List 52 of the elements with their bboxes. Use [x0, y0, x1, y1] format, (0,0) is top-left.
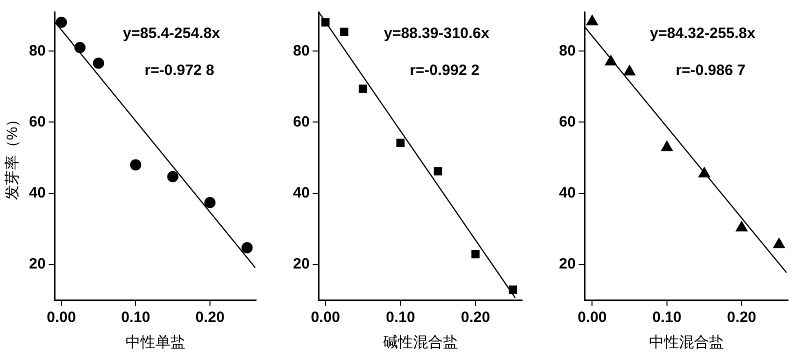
point [736, 221, 748, 232]
point [434, 167, 442, 176]
point [167, 171, 178, 182]
x-axis-title: 中性混合盐 [648, 334, 724, 352]
point [661, 140, 673, 152]
annotation: y=84.32-255.8x [650, 25, 756, 42]
annotation: r=-0.972 8 [144, 62, 214, 80]
point [471, 250, 480, 258]
point [698, 167, 710, 178]
x-tick-label: 0.10 [652, 309, 682, 326]
y-tick-label: 40 [558, 184, 576, 202]
y-tick-label: 40 [292, 184, 310, 202]
point [130, 159, 142, 170]
point [586, 15, 598, 26]
y-tick-label: 80 [28, 42, 46, 60]
point [396, 138, 405, 147]
x-tick-label: 0.20 [727, 309, 756, 326]
y-tick-label: 20 [292, 256, 310, 273]
x-axis-title: 中性单盐 [125, 334, 186, 352]
y-tick-label: 20 [558, 256, 576, 273]
y-tick-label: 80 [292, 42, 310, 60]
point [74, 42, 86, 54]
x-tick-label: 0.10 [121, 309, 150, 326]
x-tick-label: 0.20 [195, 309, 225, 326]
annotation: r=-0.992 2 [410, 62, 480, 80]
annotation: y=85.4-254.8x [122, 25, 221, 42]
x-axis-title: 碱性混合盐 [382, 334, 458, 352]
point [241, 242, 253, 254]
point [605, 55, 617, 66]
x-tick-label: 0.10 [386, 309, 416, 326]
point [358, 84, 368, 93]
annotation: r=-0.986 7 [676, 62, 746, 80]
annotation: y=88.39-310.6x [384, 25, 490, 42]
point [92, 58, 104, 69]
point [340, 28, 348, 36]
y-tick-label: 60 [292, 113, 310, 130]
y-axis-title: 发芽率（%） [4, 112, 22, 200]
x-tick-label: 0.20 [460, 309, 490, 326]
y-tick-label: 20 [28, 256, 46, 273]
x-tick-label: 0.00 [46, 309, 76, 326]
x-tick-label: 0.00 [578, 309, 607, 326]
point [56, 16, 67, 28]
point [624, 65, 636, 76]
point [508, 286, 518, 294]
x-tick-label: 0.00 [310, 309, 340, 326]
point [321, 18, 330, 26]
y-tick-label: 40 [28, 184, 46, 202]
y-tick-label: 60 [28, 113, 46, 130]
y-tick-label: 60 [558, 113, 576, 130]
point [204, 196, 216, 208]
point [773, 238, 785, 248]
y-tick-label: 80 [558, 42, 576, 60]
